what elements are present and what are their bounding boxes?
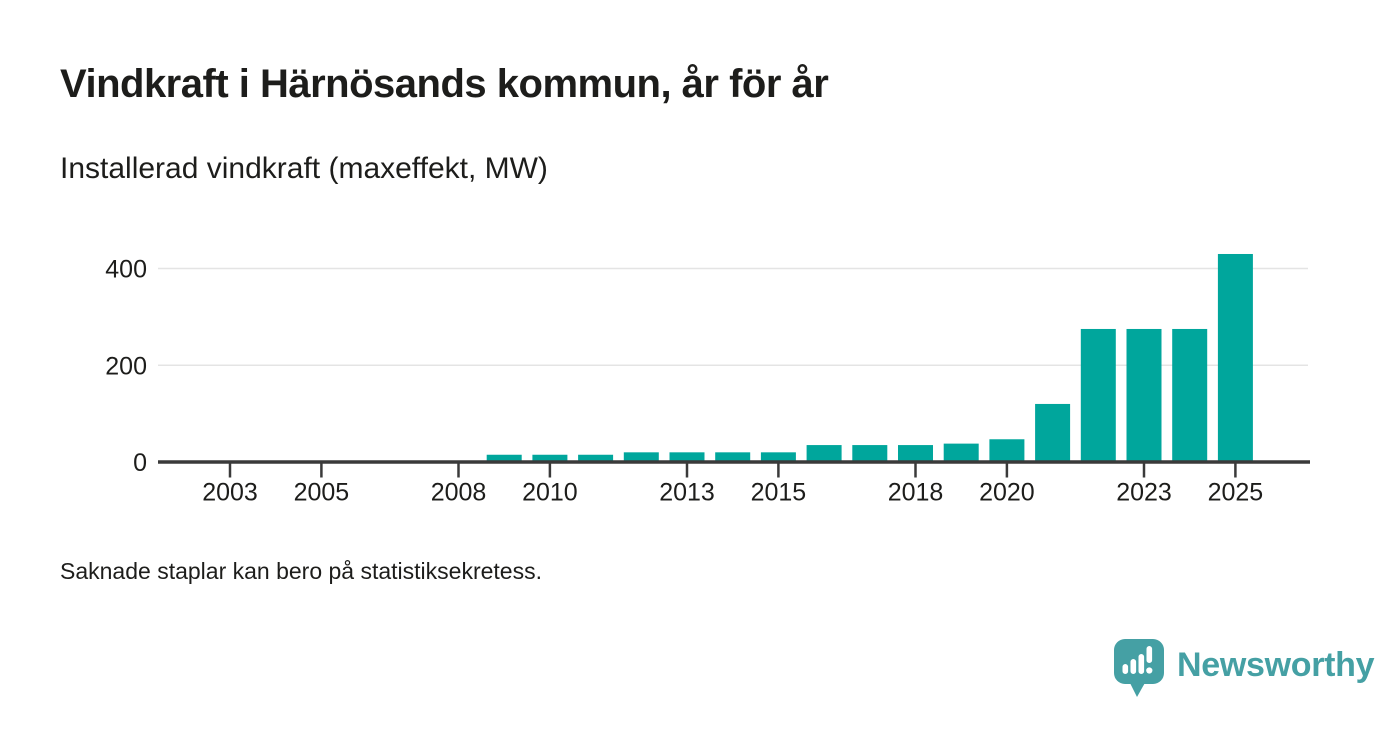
- chart-subtitle: Installerad vindkraft (maxeffekt, MW): [60, 152, 548, 185]
- chart-title: Vindkraft i Härnösands kommun, år för år: [60, 62, 829, 106]
- bar-2016: [806, 445, 842, 462]
- newsworthy-logo-icon: [1114, 639, 1164, 697]
- brand: Newsworthy: [1113, 638, 1375, 698]
- logo-exclamation-dot: [1146, 667, 1153, 674]
- bar-2020: [989, 439, 1025, 462]
- bar-2023: [1126, 328, 1162, 462]
- x-tick-label-2013: 2013: [659, 479, 715, 507]
- bar-2009: [486, 454, 522, 462]
- x-tick-label-2023: 2023: [1116, 479, 1172, 507]
- bar-2010: [532, 454, 568, 462]
- y-tick-label-400: 400: [105, 256, 147, 284]
- bar-2019: [943, 443, 979, 462]
- x-tick-label-2020: 2020: [979, 479, 1035, 507]
- x-tick-label-2025: 2025: [1208, 479, 1264, 507]
- x-tick-label-2010: 2010: [522, 479, 578, 507]
- x-tick-label-2003: 2003: [202, 479, 258, 507]
- y-tick-label-200: 200: [105, 352, 147, 380]
- footnote: Saknade staplar kan bero på statistiksek…: [60, 558, 542, 584]
- logo-bar-1: [1122, 664, 1129, 674]
- bar-2017: [852, 445, 888, 462]
- y-tick-label-0: 0: [133, 449, 147, 477]
- logo-bar-2: [1130, 659, 1137, 674]
- bar-2012: [623, 452, 659, 462]
- x-tick-label-2018: 2018: [888, 479, 944, 507]
- bar-2013: [669, 452, 705, 462]
- logo-exclamation-bar: [1146, 646, 1153, 663]
- x-tick-label-2015: 2015: [751, 479, 807, 507]
- bar-2021: [1035, 403, 1071, 462]
- logo-bubble-tail: [1129, 681, 1146, 697]
- bar-2025: [1217, 253, 1253, 462]
- bar-2011: [578, 454, 614, 462]
- bar-2015: [760, 452, 796, 462]
- bar-2014: [715, 452, 751, 462]
- brand-name: Newsworthy: [1177, 646, 1375, 684]
- bar-2018: [898, 445, 933, 462]
- bar-2022: [1080, 328, 1116, 462]
- x-tick-label-2008: 2008: [431, 479, 487, 507]
- x-tick-label-2005: 2005: [294, 479, 350, 507]
- bar-2024: [1172, 328, 1208, 462]
- logo-bar-3: [1138, 654, 1145, 674]
